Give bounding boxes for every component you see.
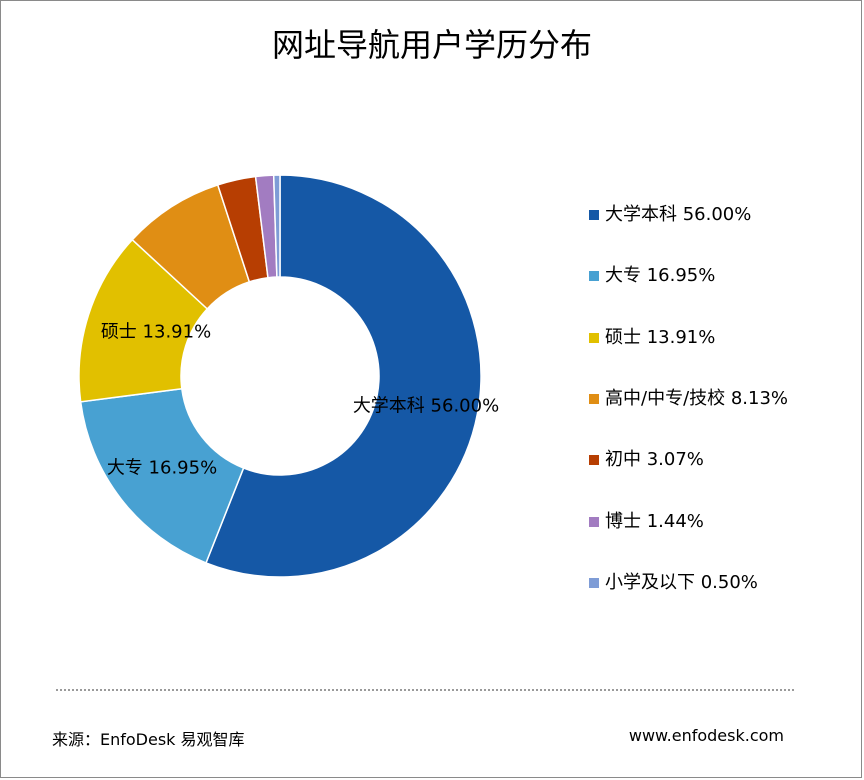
data-labels: 大学本科 56.00% 大专 16.95% 硕士 13.91% <box>101 322 499 479</box>
legend-label: 初中 3.07% <box>605 449 704 471</box>
donut-slice <box>272 174 281 278</box>
legend-swatch <box>589 577 599 588</box>
legend-label: 小学及以下 0.50% <box>605 571 758 593</box>
donut-slice <box>205 174 482 578</box>
legend-swatch <box>589 271 599 282</box>
legend-swatch <box>589 516 599 527</box>
donut-slice <box>79 387 245 564</box>
slice-data-label: 大学本科 56.00% <box>353 396 499 417</box>
source-text: 来源：EnfoDesk 易观智库 <box>52 730 245 749</box>
legend-label: 硕士 13.91% <box>605 326 716 348</box>
donut-chart: 大学本科 56.00% 大专 16.95% 硕士 13.91% <box>78 174 499 578</box>
slice-data-label: 硕士 13.91% <box>101 322 211 343</box>
legend-label: 博士 1.44% <box>605 510 704 532</box>
chart-title: 网址导航用户学历分布 <box>271 26 592 64</box>
website-text: www.enfodesk.com <box>628 726 784 745</box>
legend-swatch <box>589 455 599 466</box>
slice-data-label: 大专 16.95% <box>107 458 217 479</box>
legend-swatch <box>589 393 599 404</box>
legend-label: 大学本科 56.00% <box>605 204 752 225</box>
footer-divider <box>56 689 794 691</box>
legend-label: 大专 16.95% <box>605 265 716 287</box>
legend-label: 高中/中专/技校 8.13% <box>605 387 789 409</box>
donut-slices <box>78 174 482 578</box>
legend-swatch <box>589 210 599 220</box>
legend-swatch <box>589 332 599 343</box>
